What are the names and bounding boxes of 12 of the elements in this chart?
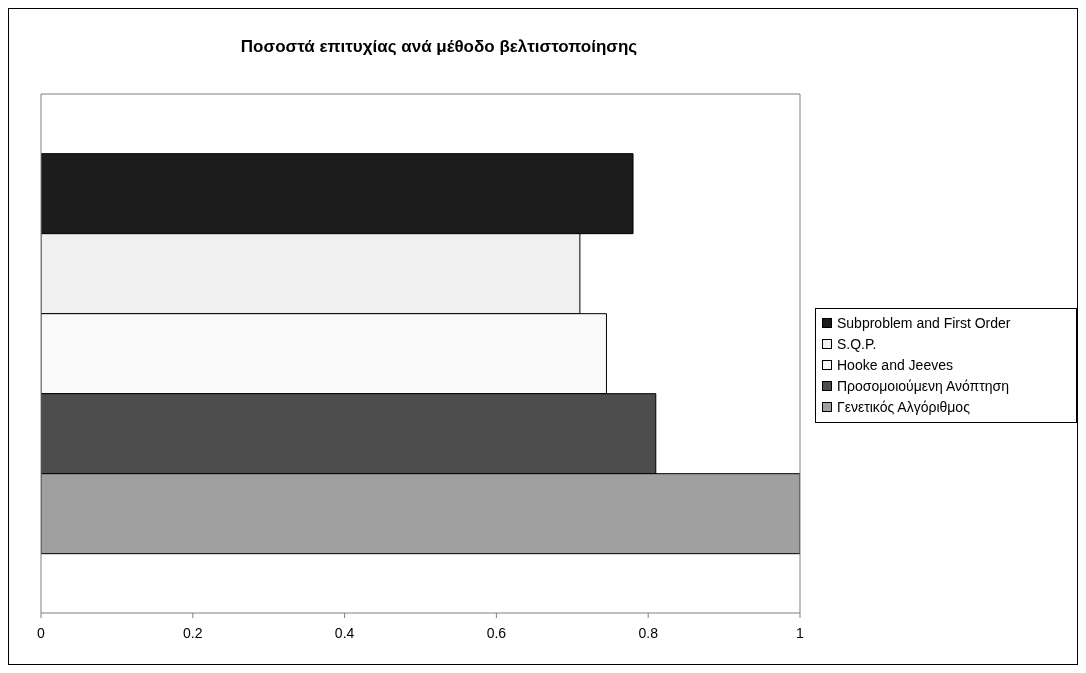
legend-label: Subproblem and First Order (837, 313, 1011, 333)
chart-title: Ποσοστά επιτυχίας ανά μέθοδο βελτιστοποίησης (239, 36, 639, 58)
x-tick-label: 0.2 (183, 624, 203, 641)
x-tick-label: 0.4 (334, 624, 355, 641)
x-tick-label: 0.8 (638, 624, 659, 641)
legend-label: S.Q.P. (837, 334, 877, 354)
x-tick-label: 0.6 (486, 624, 507, 641)
legend-label: Γενετικός Αλγόριθμος (837, 397, 970, 417)
x-tick-label: 1 (796, 624, 805, 641)
legend-label: Προσομοιούμενη Ανόπτηση (837, 376, 1009, 396)
legend-label: Hooke and Jeeves (837, 355, 953, 375)
x-tick-label: 0 (37, 624, 46, 641)
